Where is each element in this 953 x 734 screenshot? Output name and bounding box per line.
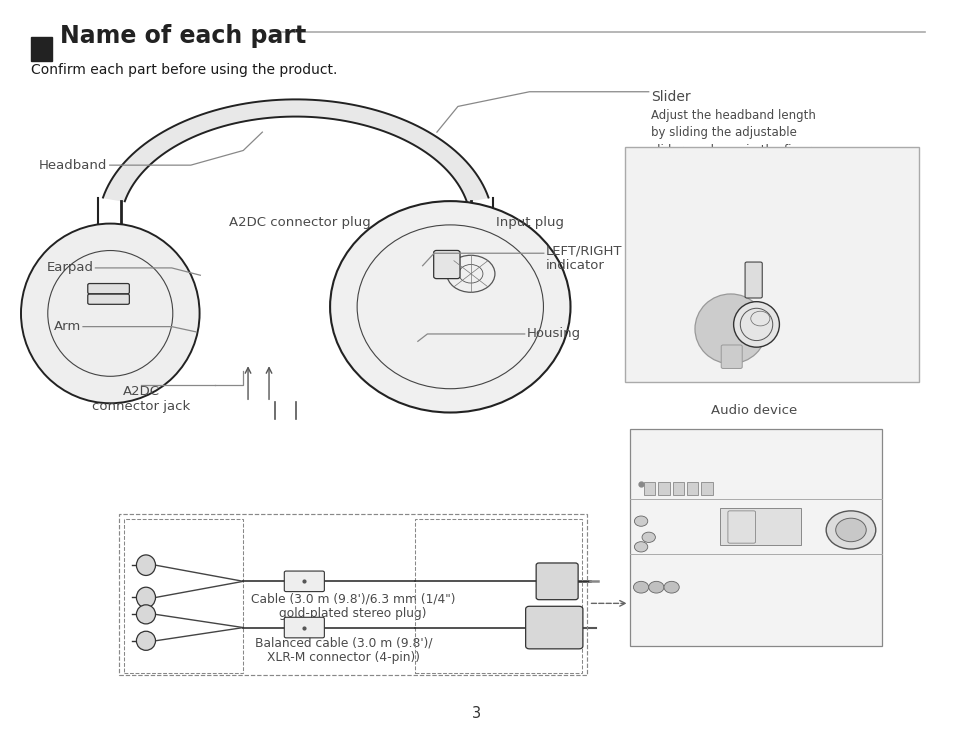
Text: Headband: Headband bbox=[38, 159, 107, 172]
Text: A2DC
connector jack: A2DC connector jack bbox=[92, 385, 190, 413]
Bar bbox=[658, 482, 669, 495]
FancyBboxPatch shape bbox=[744, 262, 761, 298]
FancyBboxPatch shape bbox=[434, 250, 459, 279]
FancyBboxPatch shape bbox=[525, 606, 582, 649]
FancyBboxPatch shape bbox=[88, 294, 130, 305]
Circle shape bbox=[663, 581, 679, 593]
Ellipse shape bbox=[136, 605, 155, 624]
Ellipse shape bbox=[733, 302, 779, 347]
Text: A2DC connector plug: A2DC connector plug bbox=[229, 216, 371, 229]
Bar bbox=[124, 519, 243, 673]
Text: Input plug: Input plug bbox=[496, 216, 563, 229]
Bar bbox=[415, 519, 581, 673]
Circle shape bbox=[825, 511, 875, 549]
Circle shape bbox=[634, 516, 647, 526]
Ellipse shape bbox=[21, 224, 199, 403]
Bar bbox=[686, 482, 698, 495]
Polygon shape bbox=[103, 99, 488, 201]
Circle shape bbox=[648, 581, 663, 593]
FancyBboxPatch shape bbox=[284, 617, 324, 638]
Text: Adjust the headband length
by sliding the adjustable
slider as shown in the figu: Adjust the headband length by sliding th… bbox=[650, 109, 818, 192]
Text: Housing: Housing bbox=[526, 327, 580, 341]
Text: Slider: Slider bbox=[650, 90, 690, 104]
Circle shape bbox=[835, 518, 865, 542]
Circle shape bbox=[634, 542, 647, 552]
Ellipse shape bbox=[136, 587, 155, 608]
Bar bbox=[30, 37, 51, 61]
Text: Earpad: Earpad bbox=[47, 261, 93, 275]
Bar bbox=[672, 482, 683, 495]
Text: LEFT/RIGHT
indicator: LEFT/RIGHT indicator bbox=[545, 244, 621, 272]
Bar bbox=[629, 429, 882, 646]
Bar bbox=[624, 147, 918, 382]
Bar bbox=[700, 482, 712, 495]
Text: 3: 3 bbox=[472, 706, 481, 721]
FancyBboxPatch shape bbox=[284, 571, 324, 592]
Text: Arm: Arm bbox=[53, 320, 81, 333]
Text: Name of each part: Name of each part bbox=[60, 23, 306, 48]
Ellipse shape bbox=[136, 555, 155, 575]
Text: Audio device: Audio device bbox=[710, 404, 796, 417]
Bar bbox=[643, 482, 655, 495]
FancyBboxPatch shape bbox=[720, 345, 741, 368]
Circle shape bbox=[633, 581, 648, 593]
Bar bbox=[720, 508, 801, 545]
Bar bbox=[119, 514, 586, 675]
Ellipse shape bbox=[136, 631, 155, 650]
Text: Confirm each part before using the product.: Confirm each part before using the produ… bbox=[30, 63, 336, 77]
Text: Cable (3.0 m (9.8')/6.3 mm (1/4")
gold-plated stereo plug): Cable (3.0 m (9.8')/6.3 mm (1/4") gold-p… bbox=[251, 592, 455, 620]
Circle shape bbox=[641, 532, 655, 542]
Ellipse shape bbox=[330, 201, 570, 413]
FancyBboxPatch shape bbox=[536, 563, 578, 600]
FancyBboxPatch shape bbox=[88, 283, 130, 294]
Ellipse shape bbox=[694, 294, 765, 364]
Text: Balanced cable (3.0 m (9.8')/
XLR-M connector (4-pin)): Balanced cable (3.0 m (9.8')/ XLR-M conn… bbox=[254, 636, 432, 664]
